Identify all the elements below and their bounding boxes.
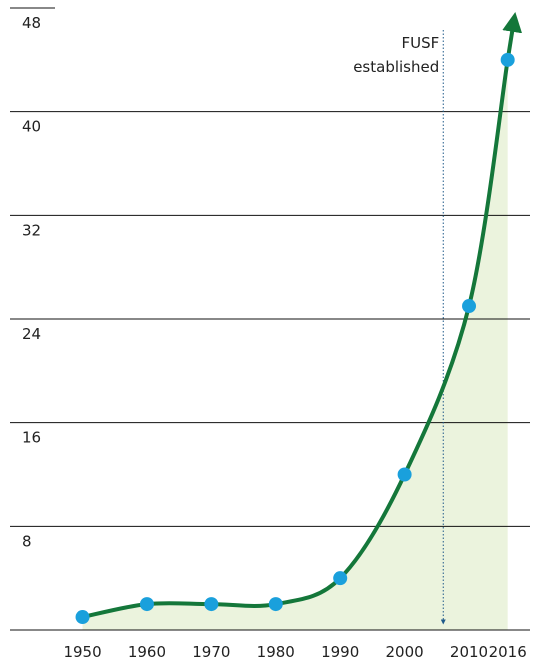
line [82,59,510,620]
x-tick-label: 2016 [489,643,527,661]
y-tick-label: 48 [22,14,41,32]
point [333,571,348,586]
annotation-text: FUSF [401,34,439,52]
point [75,610,90,625]
x-tick-label: 1980 [257,643,295,661]
point [397,467,412,482]
x-tick-label: 1950 [63,643,101,661]
x-tick-label: 2000 [386,643,424,661]
y-tick-label: 24 [22,325,41,343]
area [82,59,508,631]
point [268,597,283,612]
x-tick-label: 2010 [450,643,488,661]
point [204,597,219,612]
point [462,299,477,314]
y-tick-label: 40 [22,118,41,136]
annotation-text: established [353,58,439,76]
x-tick-label: 1970 [192,643,230,661]
y-tick-label: 16 [22,429,41,447]
point [500,52,515,67]
y-tick-label: 32 [22,221,41,239]
x-tick-label: 1990 [321,643,359,661]
point [139,597,154,612]
y-tick-label: 8 [22,532,32,550]
x-tick-label: 1960 [128,643,166,661]
